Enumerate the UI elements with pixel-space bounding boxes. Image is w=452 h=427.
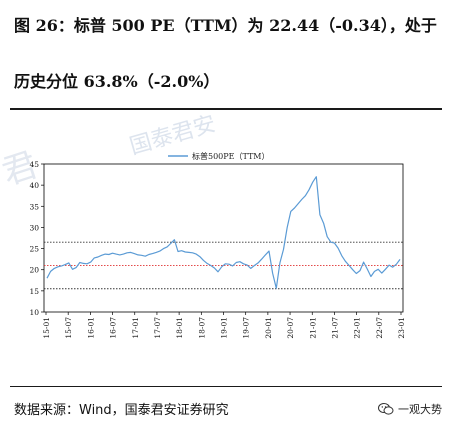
wechat-icon — [378, 403, 394, 415]
x-tick-label: 16-07 — [109, 317, 118, 339]
x-tick-label: 19-07 — [242, 317, 251, 339]
x-tick-label: 16-01 — [86, 317, 95, 339]
brand-tag: 一观大势 — [378, 401, 442, 417]
plot-frame — [43, 163, 404, 313]
x-tick-label: 15-01 — [42, 317, 51, 339]
x-tick-label: 18-01 — [175, 317, 184, 339]
chart-title-line1: 图 26：标普 500 PE（TTM）为 22.44（-0.34），处于 — [14, 16, 437, 35]
footer-divider — [10, 386, 442, 387]
y-tick-label: 20 — [29, 266, 39, 275]
x-tick-label: 22-07 — [375, 317, 384, 339]
x-tick-label: 17-01 — [131, 317, 140, 339]
watermark-logo: 君 — [0, 145, 42, 194]
y-tick-label: 35 — [29, 202, 39, 211]
brand-name: 一观大势 — [398, 403, 442, 416]
title-divider — [10, 108, 442, 110]
x-tick-label: 20-01 — [264, 317, 273, 339]
x-tick-label: 17-07 — [153, 317, 162, 339]
chart-title-line2: 历史分位 63.8%（-2.0%） — [14, 72, 220, 91]
data-source: 数据来源：Wind，国泰君安证券研究 — [14, 403, 229, 418]
legend-label: 标普500PE（TTM） — [192, 151, 270, 161]
y-tick-label: 30 — [29, 223, 39, 232]
x-tick-label: 19-01 — [220, 317, 229, 339]
y-tick-label: 40 — [29, 181, 39, 190]
x-tick-label: 15-07 — [64, 317, 73, 339]
x-tick-label: 21-07 — [330, 317, 339, 339]
x-tick-label: 23-01 — [397, 317, 406, 339]
x-tick-label: 21-01 — [308, 317, 317, 339]
y-tick-label: 45 — [29, 160, 39, 169]
y-tick-label: 15 — [29, 287, 39, 296]
x-tick-label: 22-01 — [353, 317, 362, 339]
y-tick-label: 10 — [29, 308, 39, 317]
series-layer — [46, 176, 401, 289]
series-line — [46, 176, 401, 289]
chart-legend: 标普500PE（TTM） — [168, 151, 270, 161]
x-tick-label: 18-07 — [197, 317, 206, 339]
x-tick-label: 20-07 — [286, 317, 295, 339]
y-tick-label: 25 — [29, 245, 39, 254]
x-axis: 15-01 15-07 16-01 16-07 17-01 17-07 18-01 18-07… — [42, 312, 406, 339]
y-axis: 10 15 20 25 30 35 40 45 — [29, 160, 44, 317]
